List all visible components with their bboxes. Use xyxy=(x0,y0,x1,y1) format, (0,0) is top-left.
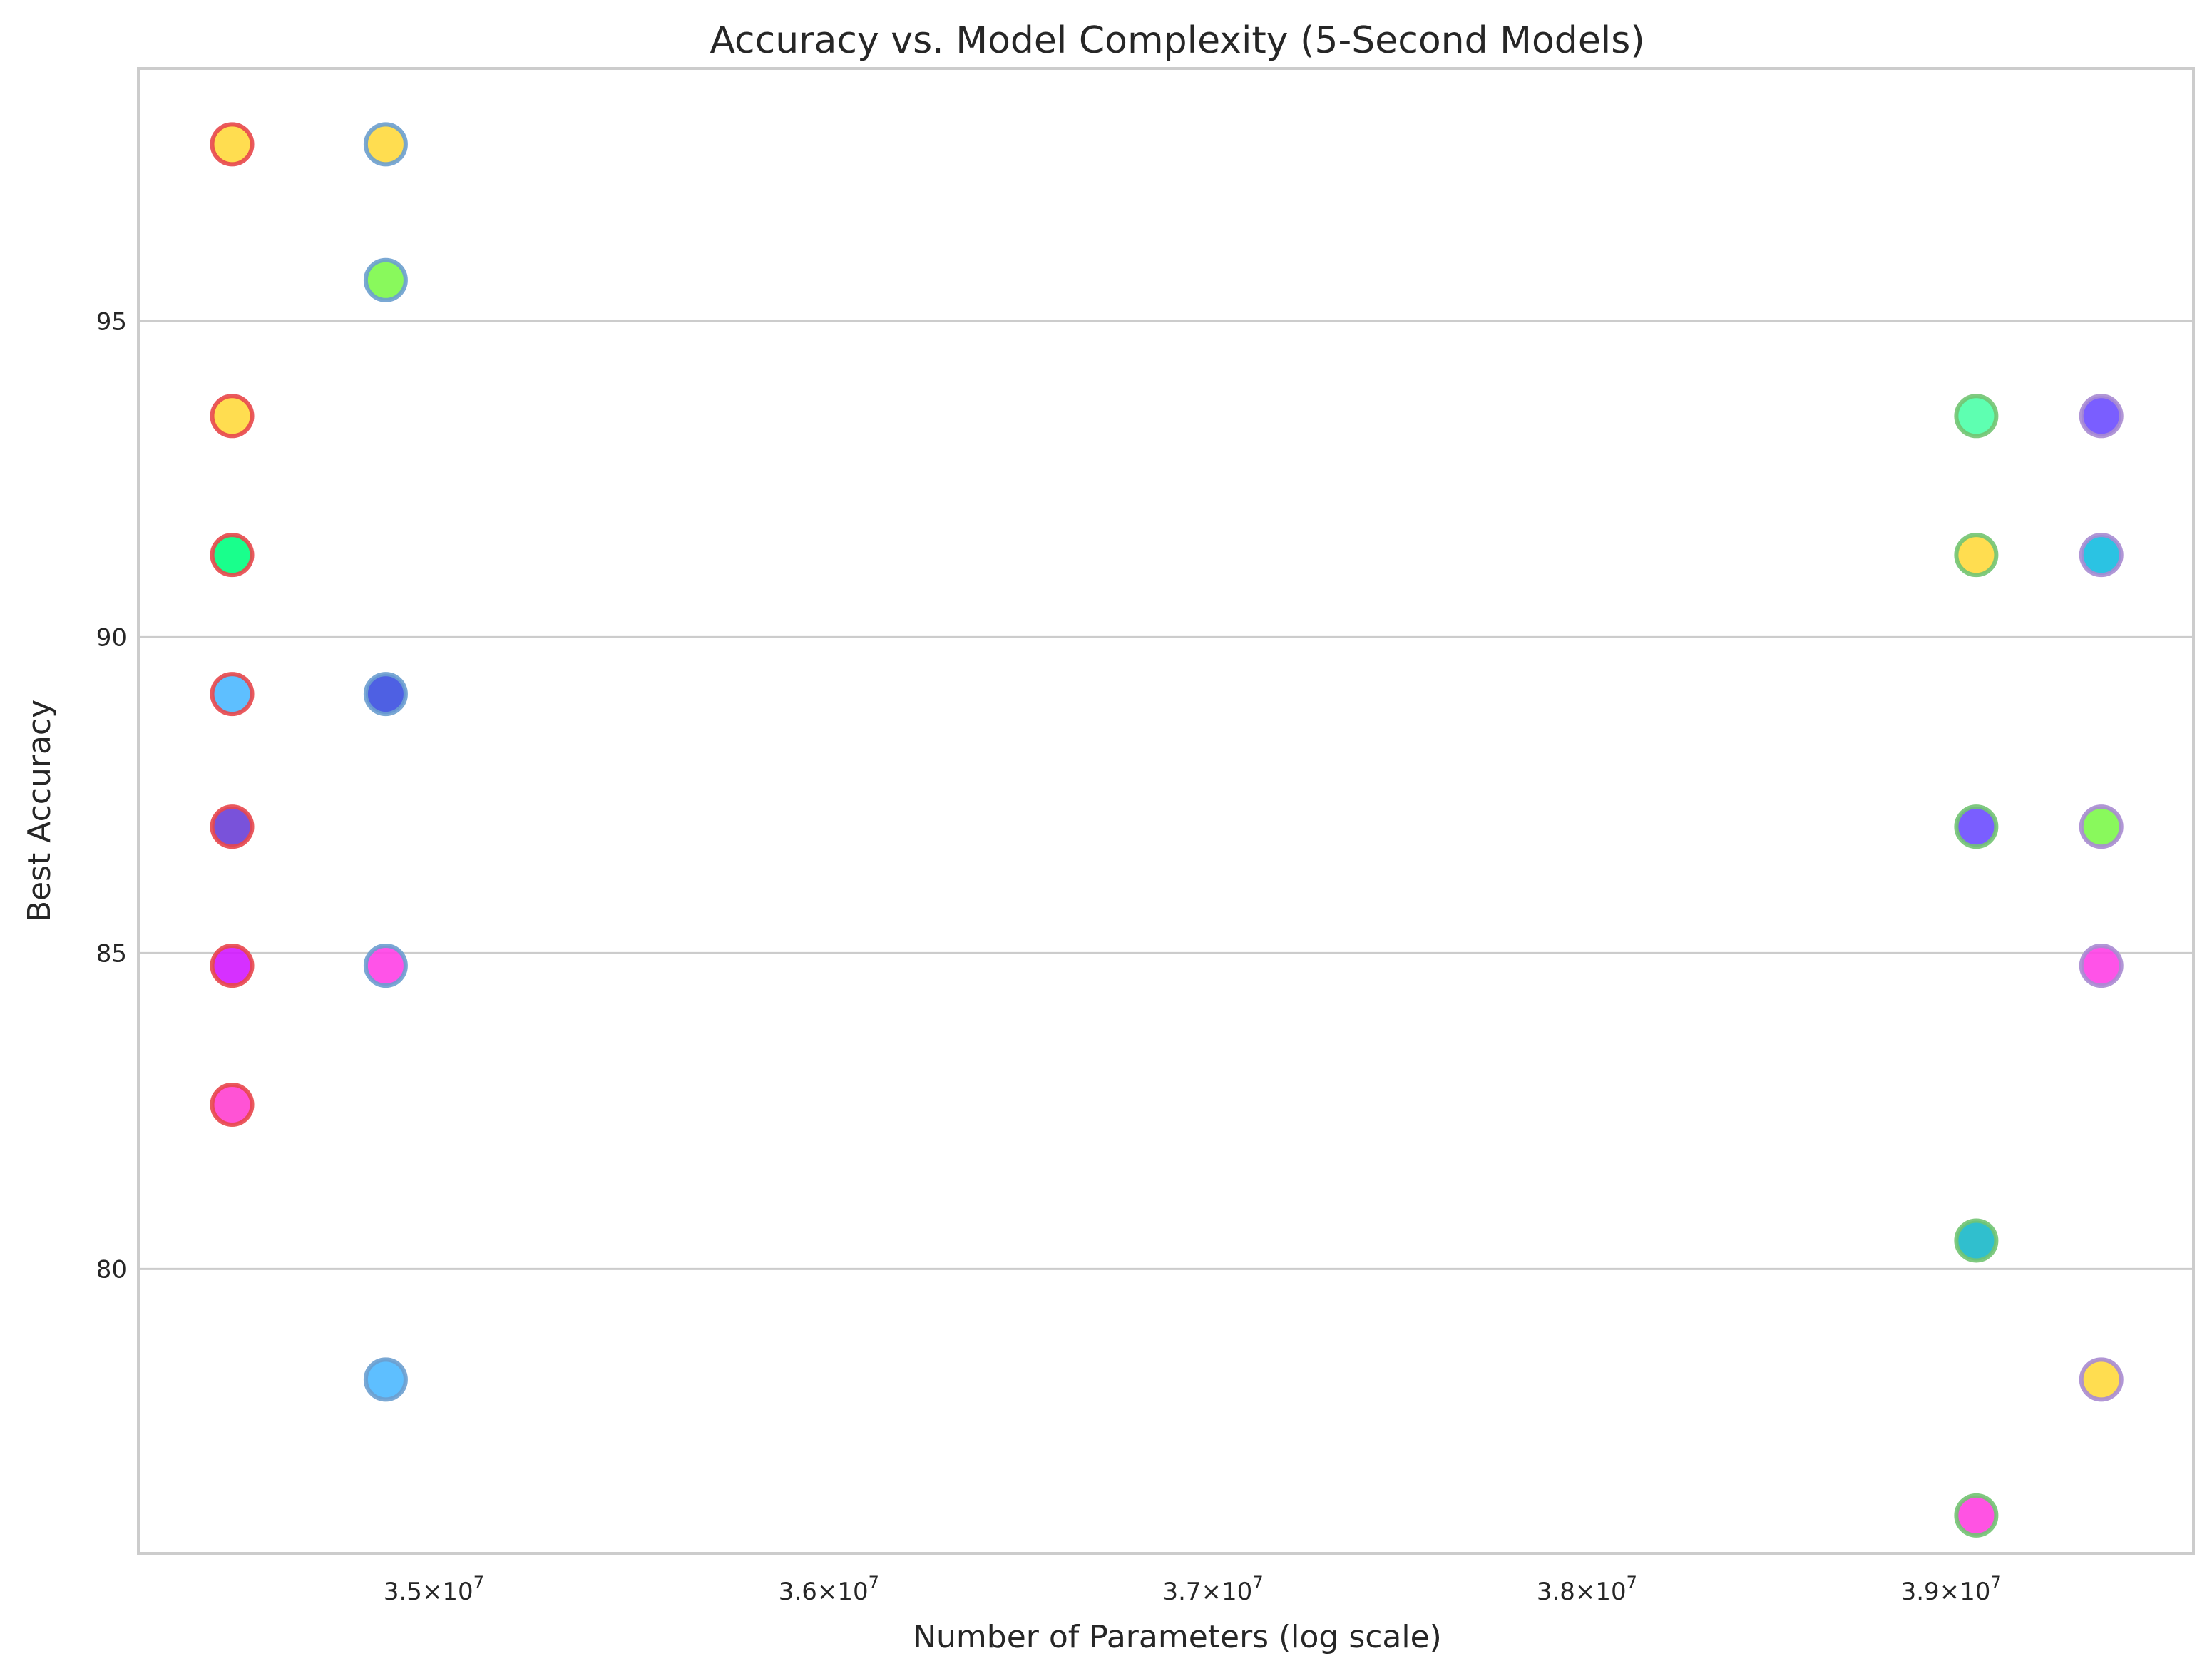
plot-area-frame xyxy=(137,67,2195,1555)
x-tick-exponent: 7 xyxy=(473,1573,484,1593)
x-tick-exponent: 7 xyxy=(869,1573,879,1593)
x-tick-labels: 3.5×107 3.6×107 3.7×107 3.8×107 3.9×107 xyxy=(384,1573,2002,1606)
scatter-point xyxy=(1954,804,1999,849)
scatter-point xyxy=(210,672,255,717)
x-tick-mantissa: 3.5 xyxy=(384,1578,422,1606)
scatter-point xyxy=(363,944,408,988)
scatter-point xyxy=(210,122,255,167)
x-tick-times-sign: ×10 xyxy=(422,1578,473,1606)
scatter-point xyxy=(2079,804,2124,849)
x-tick-label: 3.9×107 xyxy=(1901,1573,2002,1606)
x-tick-times-sign: ×10 xyxy=(817,1578,869,1606)
scatter-point xyxy=(363,1357,408,1402)
scatter-point xyxy=(1954,1218,1999,1263)
x-tick-label: 3.7×107 xyxy=(1162,1573,1263,1606)
scatter-point xyxy=(2079,1357,2124,1402)
y-axis-label: Best Accuracy xyxy=(21,700,58,922)
y-tick-labels: 80 85 90 95 xyxy=(96,307,127,1284)
scatter-point xyxy=(2079,533,2124,578)
scatter-point xyxy=(1954,394,1999,439)
x-tick-mantissa: 3.9 xyxy=(1901,1578,1940,1606)
x-tick-exponent: 7 xyxy=(1627,1573,1637,1593)
gridlines xyxy=(138,320,2193,1270)
x-axis-label: Number of Parameters (log scale) xyxy=(913,1619,1442,1655)
y-tick-label: 90 xyxy=(96,623,127,652)
scatter-point xyxy=(363,122,408,167)
x-tick-times-sign: ×10 xyxy=(1202,1578,1253,1606)
x-tick-times-sign: ×10 xyxy=(1575,1578,1627,1606)
x-tick-label: 3.6×107 xyxy=(779,1573,879,1606)
scatter-point xyxy=(363,257,408,302)
y-tick-label: 85 xyxy=(96,939,127,968)
scatter-point xyxy=(210,394,255,439)
x-tick-exponent: 7 xyxy=(1990,1573,2001,1593)
scatter-point xyxy=(210,533,255,578)
x-tick-mantissa: 3.7 xyxy=(1162,1578,1201,1606)
x-tick-mantissa: 3.8 xyxy=(1537,1578,1575,1606)
scatter-point xyxy=(2079,944,2124,988)
scatter-point xyxy=(1954,1493,1999,1538)
chart-title: Accuracy vs. Model Complexity (5-Second … xyxy=(710,19,1644,62)
x-tick-label: 3.8×107 xyxy=(1537,1573,1637,1606)
scatter-point xyxy=(210,804,255,849)
x-tick-label: 3.5×107 xyxy=(384,1573,484,1606)
y-tick-label: 95 xyxy=(96,307,127,336)
scatter-point xyxy=(1954,533,1999,578)
y-tick-label: 80 xyxy=(96,1255,127,1284)
x-tick-mantissa: 3.6 xyxy=(779,1578,817,1606)
scatter-point xyxy=(210,944,255,988)
scatter-point xyxy=(363,672,408,717)
data-points xyxy=(210,122,2124,1538)
x-tick-exponent: 7 xyxy=(1252,1573,1263,1593)
scatter-point xyxy=(2079,394,2124,439)
x-tick-times-sign: ×10 xyxy=(1940,1578,1991,1606)
scatter-point xyxy=(210,1082,255,1127)
